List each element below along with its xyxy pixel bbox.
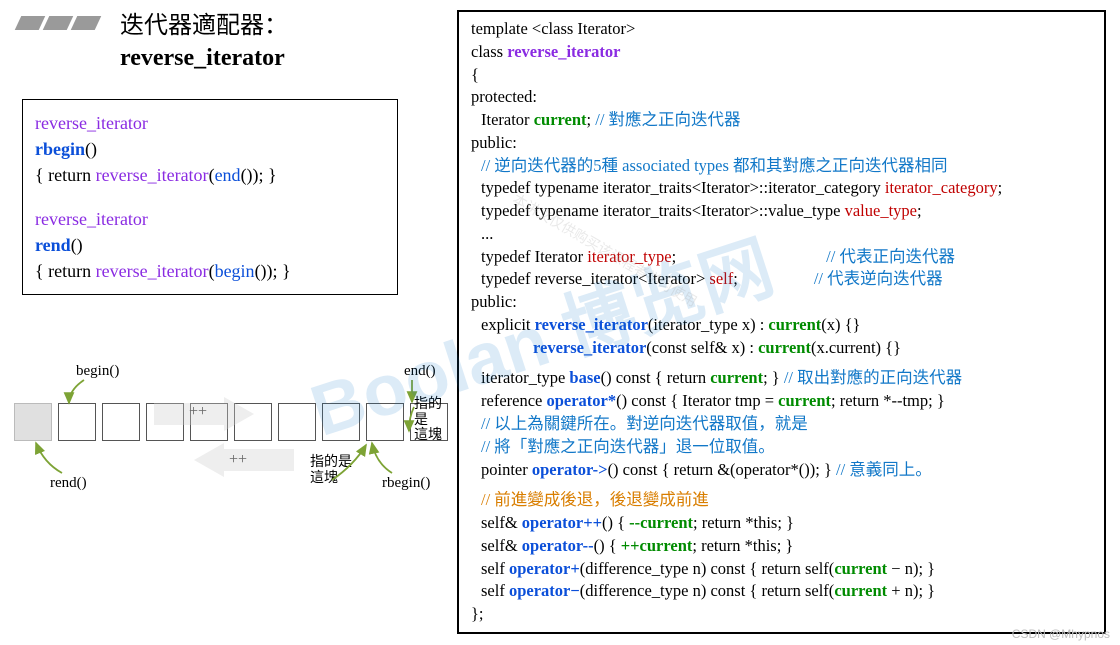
left-codebox: reverse_iterator rbegin() { return rever… <box>22 99 398 296</box>
code-line: template <class Iterator> <box>471 18 1092 41</box>
cell <box>366 403 404 441</box>
pp-label: ++ <box>229 451 247 469</box>
code-text: { return <box>35 165 96 185</box>
note-label: 指的是這塊 <box>414 397 444 443</box>
code-line: class reverse_iterator <box>471 41 1092 64</box>
code-line: // 以上為關鍵所在。對逆向迭代器取值，就是 <box>471 413 1092 436</box>
code-text: ()); } <box>241 165 277 185</box>
code-line: explicit reverse_iterator(iterator_type … <box>471 314 1092 337</box>
note-label: 指的是這塊 <box>310 455 352 486</box>
page: 迭代器適配器： reverse_iterator reverse_iterato… <box>0 0 1120 634</box>
begin-label: begin() <box>76 363 119 380</box>
code-text: begin <box>215 261 255 281</box>
code-line: protected: <box>471 86 1092 109</box>
rbegin-label: rbegin() <box>382 475 430 492</box>
cell <box>102 403 140 441</box>
title-line1: 迭代器適配器： <box>120 10 288 42</box>
code-text: rend <box>35 235 71 255</box>
code-line: reverse_iterator(const self& x) : curren… <box>471 337 1092 360</box>
rend-block: reverse_iterator rend() { return reverse… <box>35 206 385 284</box>
rend-label: rend() <box>50 475 87 492</box>
code-line: self& operator--() { ++current; return *… <box>471 535 1092 558</box>
right-codebox: template <class Iterator> class reverse_… <box>457 10 1106 634</box>
code-text: reverse_iterator <box>35 113 148 133</box>
cell <box>14 403 52 441</box>
iterator-diagram: ++ ++ begin() end() rend() rbegin() 指的是這… <box>14 345 444 515</box>
code-text: reverse_iterator <box>96 165 209 185</box>
code-line: pointer operator->() const { return &(op… <box>471 459 1092 482</box>
code-line: iterator_type base() const { return curr… <box>471 367 1092 390</box>
code-line: self operator−(difference_type n) const … <box>471 580 1092 603</box>
code-line: public: <box>471 132 1092 155</box>
code-line: // 前進變成後退，後退變成前進 <box>471 489 1092 512</box>
left-column: 迭代器適配器： reverse_iterator reverse_iterato… <box>14 10 439 634</box>
code-line: self& operator++() { --current; return *… <box>471 512 1092 535</box>
code-line: Iterator current; // 對應之正向迭代器 <box>471 109 1092 132</box>
code-text: end <box>215 165 241 185</box>
code-text: { return <box>35 261 96 281</box>
code-line: reference operator*() const { Iterator t… <box>471 390 1092 413</box>
end-label: end() <box>404 363 436 380</box>
code-text: ()); } <box>255 261 291 281</box>
code-text: () <box>71 235 83 255</box>
title-row: 迭代器適配器： reverse_iterator <box>14 10 439 75</box>
rbegin-block: reverse_iterator rbegin() { return rever… <box>35 110 385 188</box>
attribution: CSDN @Mhypnos <box>1012 627 1110 641</box>
code-line: typedef Iterator iterator_type;// 代表正向迭代… <box>471 246 1092 269</box>
code-line: }; <box>471 603 1092 626</box>
code-line: // 逆向迭代器的5種 associated types 都和其對應之正向迭代器… <box>471 155 1092 178</box>
title-line2: reverse_iterator <box>120 42 288 74</box>
code-line: public: <box>471 291 1092 314</box>
code-text: reverse_iterator <box>35 209 148 229</box>
code-line: ... <box>471 223 1092 246</box>
pp-label: ++ <box>189 403 207 421</box>
code-line: // 將「對應之正向迭代器」退一位取值。 <box>471 436 1092 459</box>
code-line: typedef reverse_iterator<Iterator> self;… <box>471 268 1092 291</box>
code-line: { <box>471 64 1092 87</box>
code-line: typedef typename iterator_traits<Iterato… <box>471 177 1092 200</box>
code-line: typedef typename iterator_traits<Iterato… <box>471 200 1092 223</box>
code-text: reverse_iterator <box>96 261 209 281</box>
code-line: self operator+(difference_type n) const … <box>471 558 1092 581</box>
code-text: () <box>85 139 97 159</box>
cell <box>322 403 360 441</box>
title-text: 迭代器適配器： reverse_iterator <box>120 10 288 75</box>
slash-icon <box>18 16 98 30</box>
cell <box>278 403 316 441</box>
code-text: rbegin <box>35 139 85 159</box>
cell <box>58 403 96 441</box>
